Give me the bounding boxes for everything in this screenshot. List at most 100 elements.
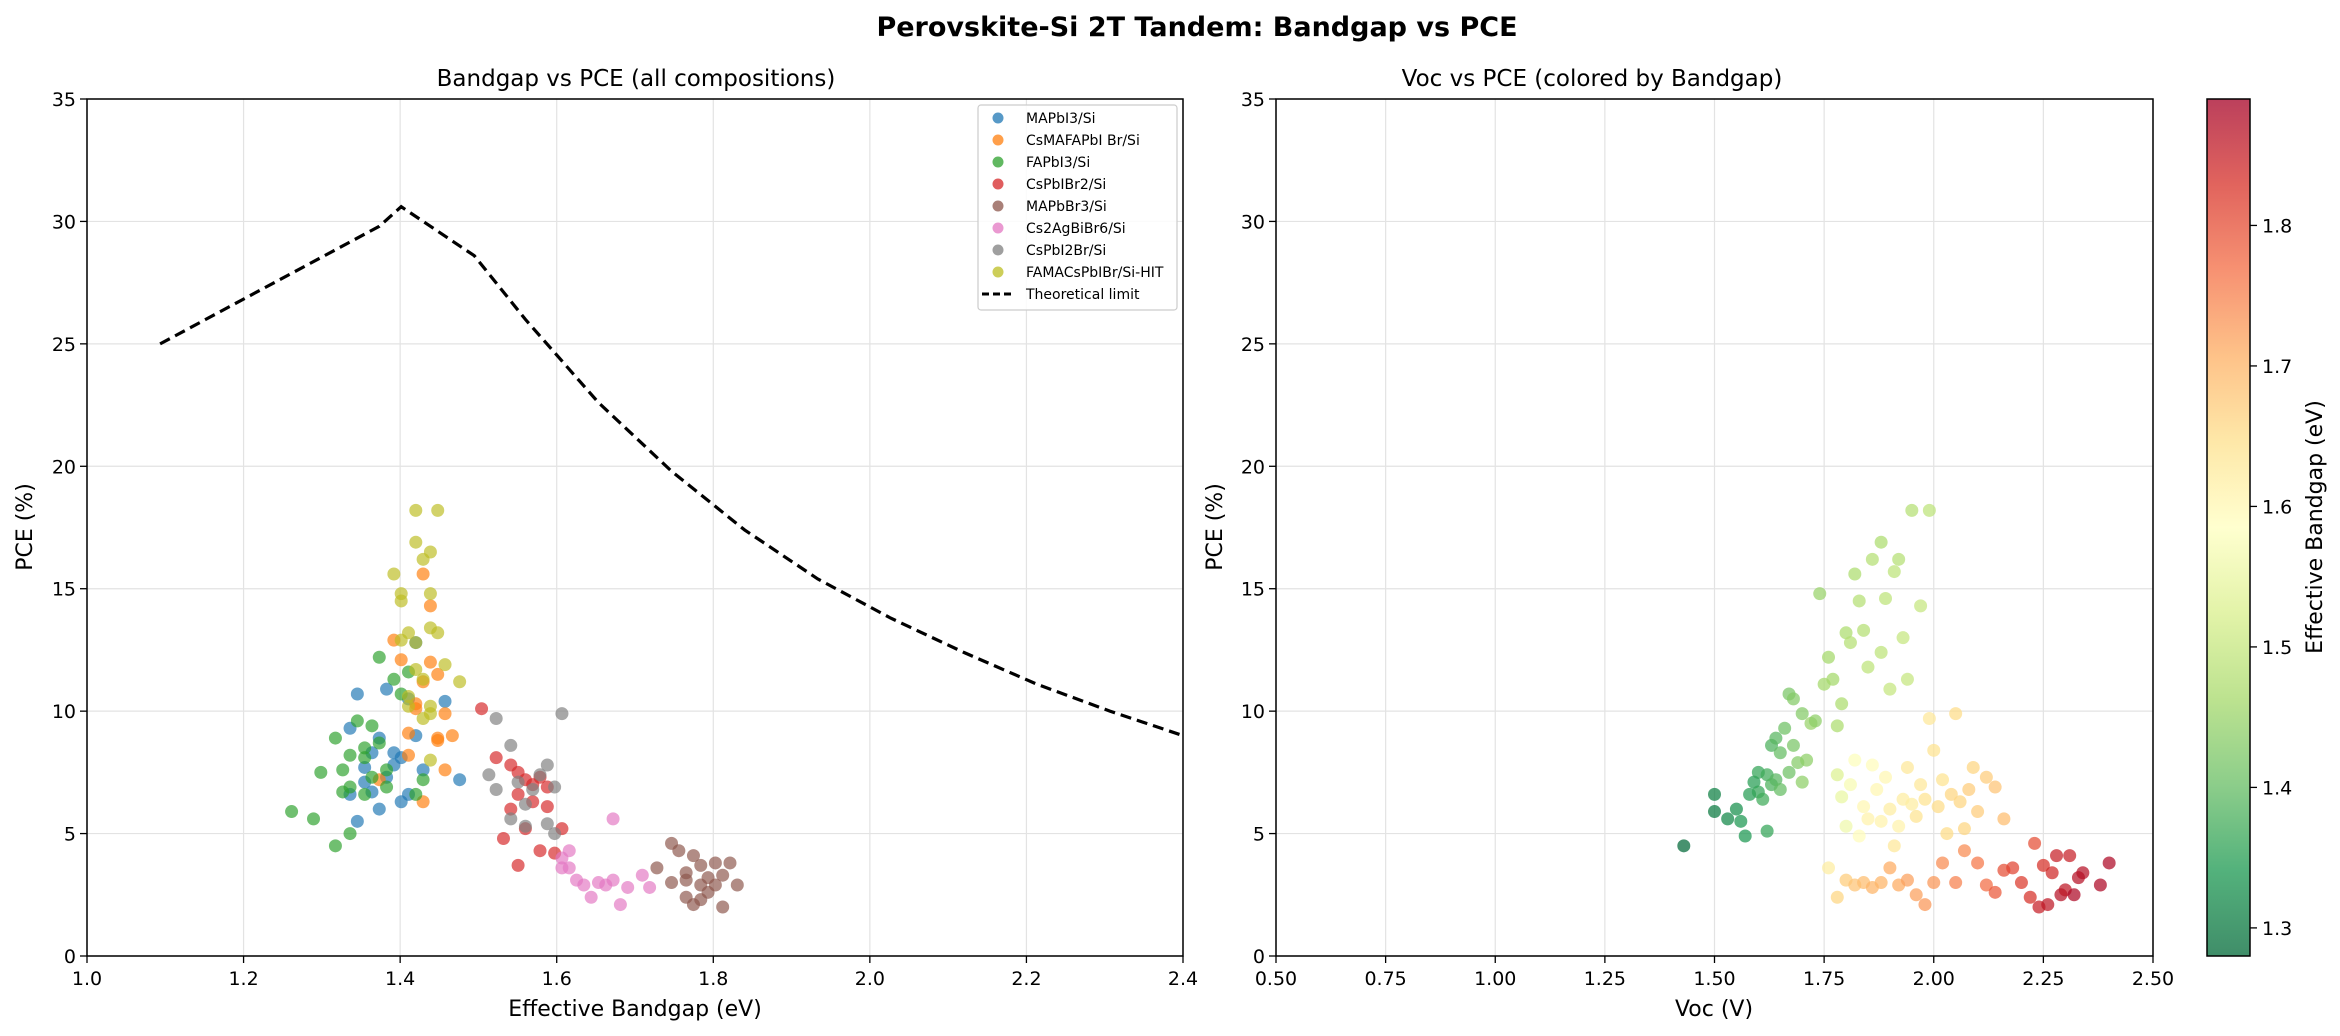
- scatter-point: [511, 775, 525, 789]
- left-y-tick-label: 25: [52, 334, 76, 356]
- scatter-point: [1861, 812, 1875, 826]
- scatter-point: [1879, 592, 1893, 606]
- scatter-point: [336, 763, 350, 777]
- left-y-tick-label: 10: [52, 701, 76, 723]
- scatter-point: [380, 763, 394, 777]
- scatter-point: [1848, 567, 1862, 581]
- colorbar-label: Effective Bandgap (eV): [2303, 400, 2328, 654]
- scatter-point: [328, 839, 342, 853]
- scatter-point: [445, 729, 459, 743]
- scatter-point: [606, 873, 620, 887]
- scatter-point: [2067, 888, 2081, 902]
- scatter-point: [453, 675, 467, 689]
- scatter-point: [518, 797, 532, 811]
- right-y-tick-label: 20: [1241, 456, 1265, 478]
- scatter-point: [1883, 802, 1897, 816]
- right-y-tick-label: 25: [1241, 334, 1265, 356]
- scatter-point: [518, 819, 532, 833]
- scatter-point: [438, 658, 452, 672]
- scatter-point: [1830, 768, 1844, 782]
- scatter-point: [2014, 876, 2028, 890]
- scatter-point: [1874, 645, 1888, 659]
- scatter-point: [423, 545, 437, 559]
- right-x-axis-label: Voc (V): [1675, 997, 1753, 1022]
- scatter-point: [1822, 650, 1836, 664]
- scatter-point: [1931, 800, 1945, 814]
- scatter-point: [504, 738, 518, 752]
- scatter-point: [1778, 721, 1792, 735]
- scatter-point: [694, 858, 708, 872]
- scatter-point: [416, 773, 430, 787]
- scatter-point: [643, 880, 657, 894]
- left-y-tick-label: 20: [52, 456, 76, 478]
- scatter-point: [1870, 782, 1884, 796]
- scatter-point: [1773, 746, 1787, 760]
- scatter-point: [730, 878, 744, 892]
- scatter-point: [409, 663, 423, 677]
- scatter-point: [562, 861, 576, 875]
- scatter-point: [387, 567, 401, 581]
- scatter-point: [1883, 682, 1897, 696]
- scatter-point: [1909, 888, 1923, 902]
- scatter-point: [1918, 792, 1932, 806]
- scatter-point: [394, 653, 408, 667]
- scatter-point: [1708, 805, 1721, 819]
- scatter-point: [453, 773, 467, 787]
- legend-marker: [992, 112, 1004, 124]
- scatter-point: [1835, 790, 1849, 804]
- left-x-tick-label: 2.0: [855, 968, 885, 990]
- scatter-point: [650, 861, 664, 875]
- scatter-point: [423, 753, 437, 767]
- right-x-tick-label: 0.50: [1255, 968, 1297, 990]
- scatter-point: [1940, 827, 1954, 841]
- scatter-point: [1839, 626, 1853, 640]
- scatter-point: [1957, 844, 1971, 858]
- scatter-point: [1830, 719, 1844, 733]
- right-y-tick-label: 30: [1241, 211, 1265, 233]
- scatter-point: [423, 655, 437, 669]
- scatter-point: [401, 726, 415, 740]
- scatter-point: [1848, 753, 1862, 767]
- scatter-point: [1721, 812, 1735, 826]
- scatter-point: [1971, 805, 1985, 819]
- scatter-point: [496, 831, 510, 845]
- scatter-point: [1962, 782, 1976, 796]
- scatter-point: [621, 880, 635, 894]
- right-x-tick-label: 2.00: [1913, 968, 1955, 990]
- scatter-point: [365, 770, 379, 784]
- scatter-point: [511, 787, 525, 801]
- scatter-point: [401, 689, 415, 703]
- scatter-point: [577, 878, 591, 892]
- scatter-point: [423, 599, 437, 613]
- scatter-point: [2063, 849, 2077, 863]
- scatter-point: [1795, 775, 1809, 789]
- scatter-point: [1822, 861, 1836, 875]
- scatter-point: [504, 802, 518, 816]
- right-x-tick-label: 2.50: [2132, 968, 2174, 990]
- scatter-point: [613, 898, 627, 912]
- legend-label: MAPbI3/Si: [1026, 111, 1096, 127]
- scatter-point: [2041, 898, 2055, 912]
- scatter-point: [285, 805, 299, 819]
- scatter-point: [708, 878, 722, 892]
- scatter-point: [350, 814, 364, 828]
- left-x-axis-label: Effective Bandgap (eV): [508, 997, 762, 1022]
- scatter-point: [1914, 778, 1928, 792]
- scatter-point: [343, 780, 357, 794]
- right-y-tick-label: 5: [1253, 824, 1265, 846]
- legend-label: CsMAFAPbI Br/Si: [1026, 133, 1140, 149]
- scatter-point: [1900, 760, 1914, 774]
- scatter-point: [1979, 770, 1993, 784]
- scatter-point: [307, 812, 321, 826]
- scatter-point: [1922, 711, 1936, 725]
- left-panel-title: Bandgap vs PCE (all compositions): [437, 66, 836, 92]
- scatter-point: [1914, 599, 1928, 613]
- legend-marker: [992, 134, 1004, 146]
- legend-label: Theoretical limit: [1025, 287, 1140, 303]
- scatter-point: [431, 667, 445, 681]
- scatter-point: [416, 567, 430, 581]
- scatter-point: [438, 694, 452, 708]
- right-y-tick-label: 15: [1241, 579, 1265, 601]
- scatter-point: [1879, 770, 1893, 784]
